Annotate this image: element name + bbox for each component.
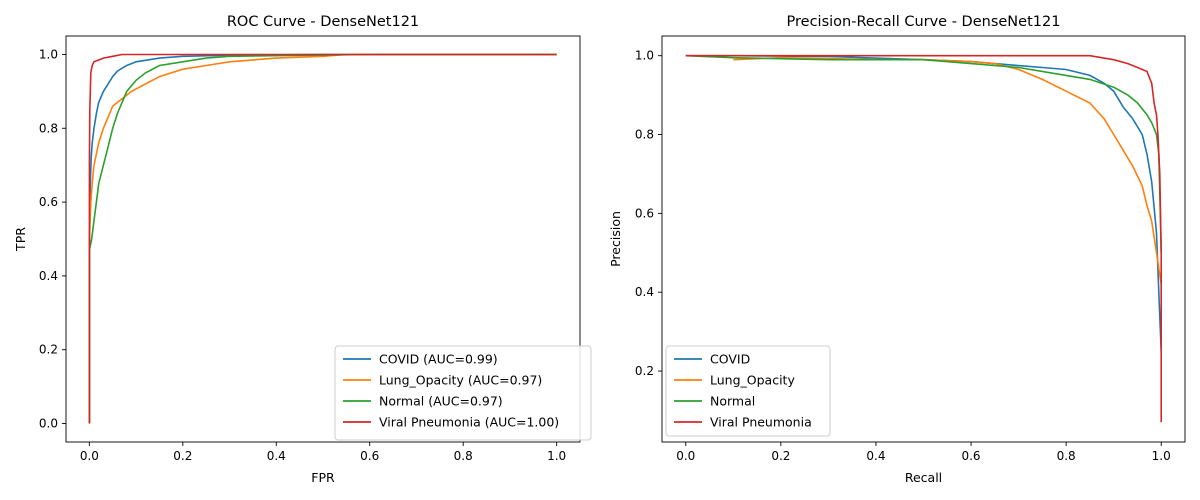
x-axis-label: Recall <box>905 470 942 485</box>
chart-panel-2: 0.0 0.2 0.4 0.6 0.8 1.0 0.2 0.4 0.6 0.8 1.0 Precisi… <box>608 14 1186 485</box>
y-tick-label: 0.6 <box>39 195 58 209</box>
y-tick-label: 0.6 <box>635 206 654 220</box>
series-line-1 <box>88 53 557 424</box>
y-tick-label: 0.8 <box>39 121 58 135</box>
y-tick-label: 1.0 <box>39 47 58 61</box>
x-axis-label: FPR <box>311 470 335 485</box>
legend-entry: Normal (AUC=0.97) <box>379 394 503 409</box>
x-tick-label: 0.4 <box>267 449 286 463</box>
legend: COVID (AUC=0.99) Lung_Opacity (AUC=0.97) N… <box>334 345 592 441</box>
chart-panel-1: 0.0 0.2 0.4 0.6 0.8 1.0 0.0 0.2 0.4 0.6 0.8 1.0 ROC … <box>13 14 592 485</box>
series-line-3 <box>88 53 557 424</box>
x-tick-label: 0.8 <box>1057 449 1076 463</box>
y-tick-label: 0.0 <box>39 417 58 431</box>
x-tick-label: 0.4 <box>866 449 885 463</box>
legend-entry: Lung_Opacity (AUC=0.97) <box>379 373 542 388</box>
legend-entry: Normal <box>710 394 755 409</box>
legend-entry: Viral Pneumonia <box>710 415 812 430</box>
legend-box <box>334 345 592 441</box>
axes-frame <box>65 35 581 443</box>
x-tick-label: 0.6 <box>360 449 379 463</box>
y-tick-label: 0.8 <box>635 128 654 142</box>
x-tick-label: 0.0 <box>80 449 99 463</box>
y-tick-label: 0.4 <box>635 285 654 299</box>
x-tick-label: 0.2 <box>173 449 192 463</box>
legend-entry: COVID (AUC=0.99) <box>379 352 498 367</box>
x-tick-label: 0.0 <box>676 449 695 463</box>
series-line-2 <box>88 53 557 424</box>
legend-entry: Viral Pneumonia (AUC=1.00) <box>379 415 559 430</box>
y-tick-label: 0.2 <box>635 364 654 378</box>
chart-title: Precision-Recall Curve - DenseNet121 <box>787 14 1061 30</box>
series-line-1 <box>685 54 1162 352</box>
series-group <box>685 54 1162 423</box>
series-line-4 <box>685 54 1162 423</box>
series-line-3 <box>685 54 1162 253</box>
x-tick-label: 0.2 <box>771 449 790 463</box>
y-axis-label: Precision <box>608 211 623 267</box>
x-tick-label: 1.0 <box>547 449 566 463</box>
legend-entry: Lung_Opacity <box>710 373 795 388</box>
axes-frame <box>661 35 1186 443</box>
x-tick-label: 1.0 <box>1152 449 1171 463</box>
y-axis-label: TPR <box>13 227 28 252</box>
y-tick-label: 0.4 <box>39 269 58 283</box>
legend-entry: COVID <box>710 352 750 367</box>
series-line-2 <box>733 56 1162 285</box>
series-line-4 <box>88 53 557 424</box>
legend: COVID Lung_Opacity Normal Viral Pneumonia <box>665 345 831 437</box>
x-tick-label: 0.8 <box>454 449 473 463</box>
series-group <box>88 53 557 424</box>
x-tick-label: 0.6 <box>961 449 980 463</box>
chart-title: ROC Curve - DenseNet121 <box>227 14 419 30</box>
y-tick-label: 0.2 <box>39 343 58 357</box>
y-tick-label: 1.0 <box>635 49 654 63</box>
legend-box <box>665 345 831 437</box>
